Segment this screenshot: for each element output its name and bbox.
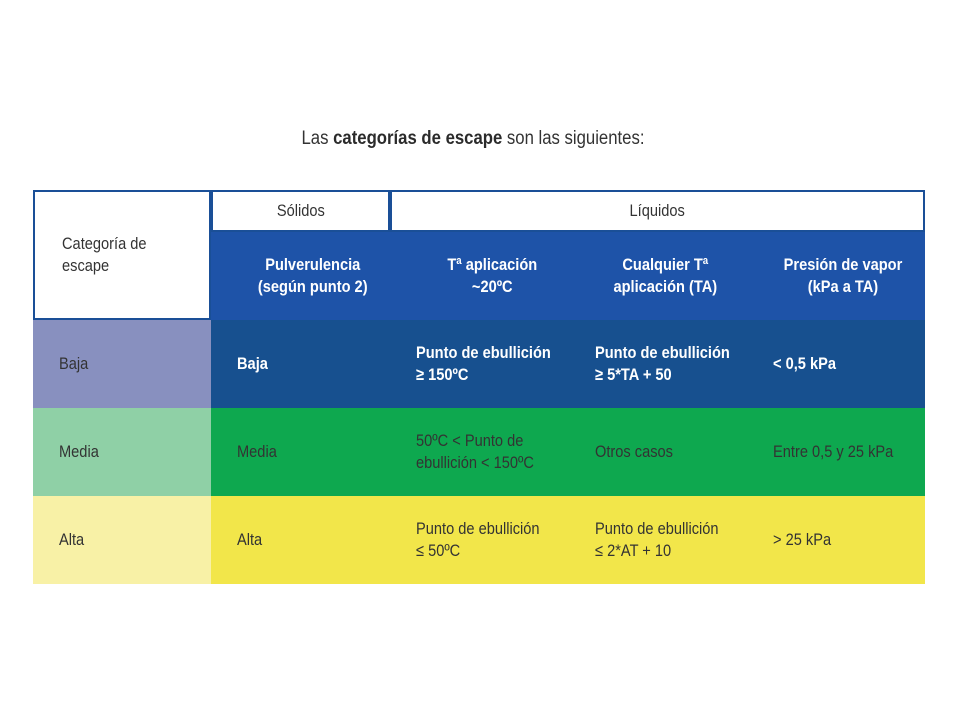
table-cell: Media: [211, 408, 415, 496]
title-prefix: Las: [301, 128, 334, 149]
column-header-cualquier-t: Cualquier Tª aplicación (TA): [570, 232, 760, 320]
table-cell: < 0,5 kPa: [773, 320, 925, 408]
row-label-media: Media: [33, 408, 211, 496]
table-cell: Punto de ebullición ≤ 2*AT + 10: [595, 496, 773, 584]
table-cell: Punto de ebullición ≤ 50ºC: [415, 496, 595, 584]
table-cell: Punto de ebullición ≥ 150ºC: [415, 320, 595, 408]
column-header-pulverulencia: Pulverulencia (según punto 2): [211, 232, 415, 320]
group-header-solidos: Sólidos: [211, 190, 390, 232]
category-header: Categoría de escape: [33, 190, 211, 320]
table-cell: Otros casos: [595, 408, 773, 496]
table-cell: Alta: [211, 496, 415, 584]
table-cell: Entre 0,5 y 25 kPa: [773, 408, 925, 496]
table-cell: > 25 kPa: [773, 496, 925, 584]
column-header-t-aplicacion: Tª aplicación ~20ºC: [415, 232, 570, 320]
table-cell: Punto de ebullición ≥ 5*TA + 50: [595, 320, 773, 408]
title-bold: categorías de escape: [333, 128, 503, 149]
table-cell: 50ºC < Punto de ebullición < 150ºC: [415, 408, 595, 496]
title-suffix: son las siguientes:: [502, 128, 645, 149]
column-header-presion-vapor: Presión de vapor (kPa a TA): [760, 232, 925, 320]
group-header-liquidos: Líquidos: [390, 190, 925, 232]
table-cell: Baja: [211, 320, 415, 408]
row-label-alta: Alta: [33, 496, 211, 584]
page-title: Las categorías de escape son las siguien…: [57, 128, 889, 150]
row-label-baja: Baja: [33, 320, 211, 408]
